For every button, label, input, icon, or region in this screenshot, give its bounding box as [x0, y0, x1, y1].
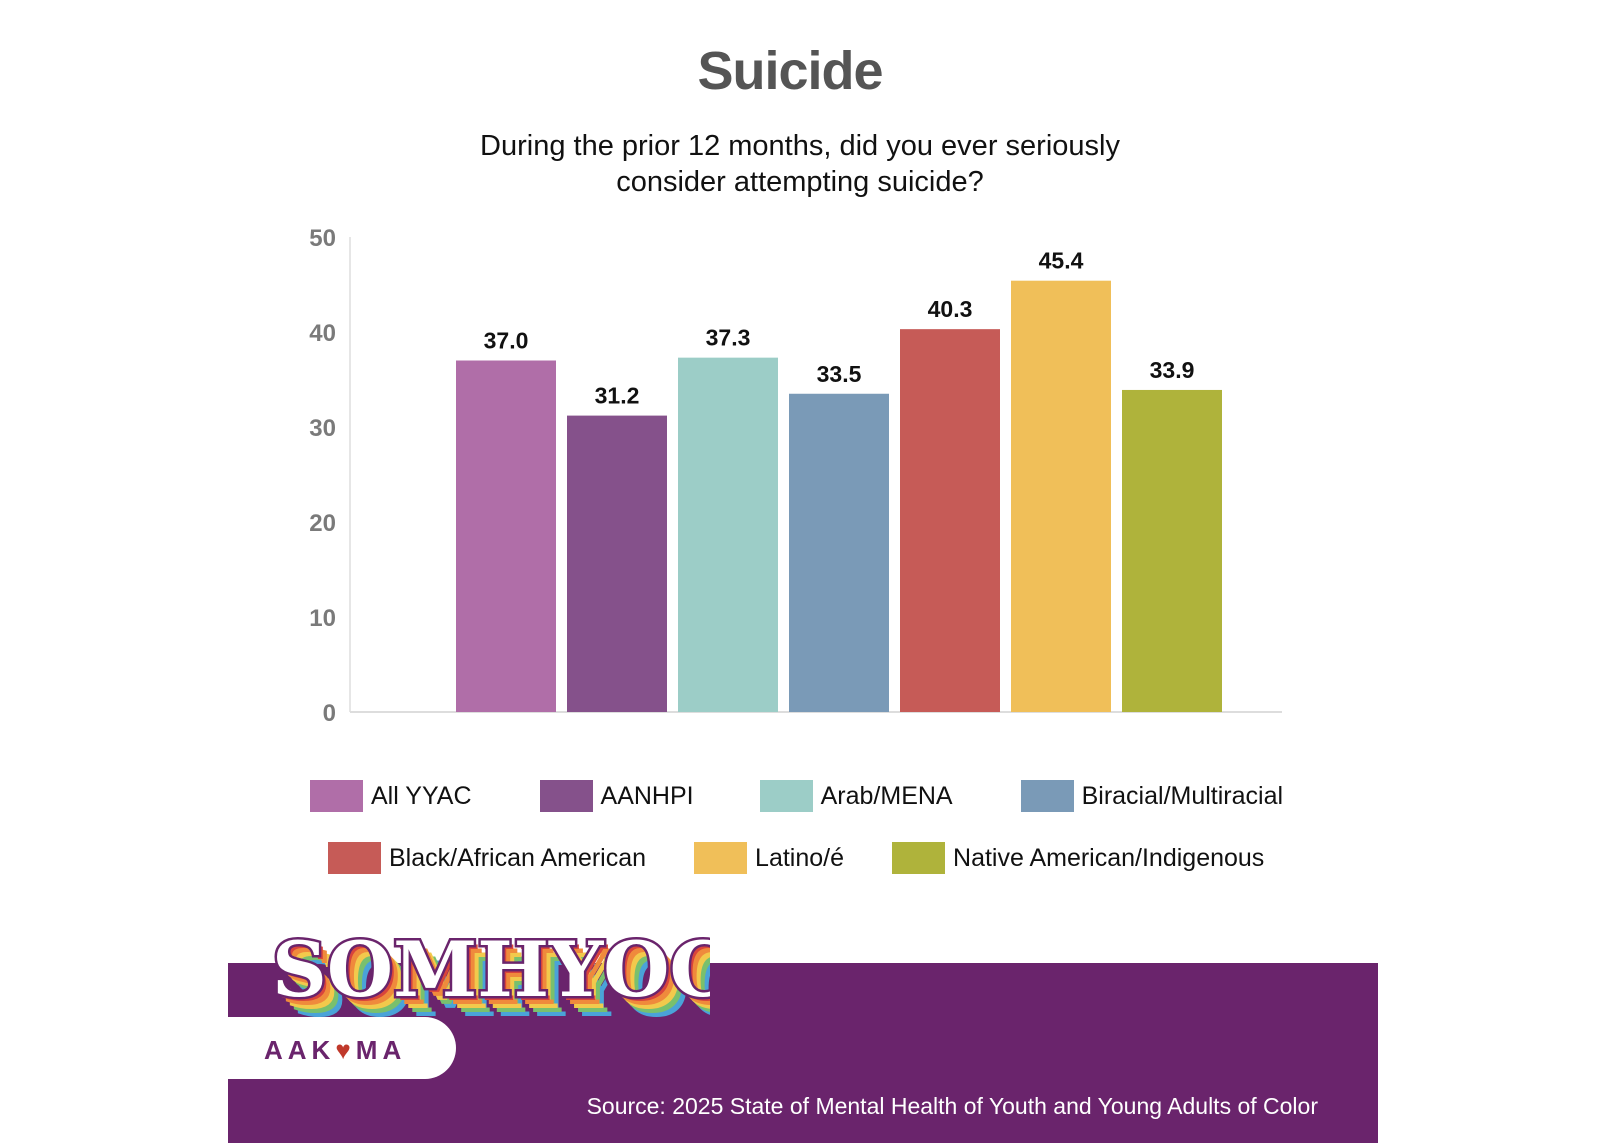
logo-shadow-green: SOMHYOC	[288, 941, 710, 1030]
data-label-2: 37.3	[706, 325, 751, 351]
y-tick-label-2: 20	[309, 510, 336, 537]
legend-label-5: Latino/é	[755, 843, 845, 872]
logo-shadow-red: SOMHYOC	[276, 929, 710, 1018]
legend-label-2: Arab/MENA	[820, 781, 953, 810]
data-label-3: 33.5	[817, 361, 862, 387]
aakoma-text-start: AAK	[264, 1035, 336, 1065]
legend-row-1: All YYAC AANHPI Arab/MENA Biracial/Multirac…	[310, 780, 1283, 812]
chart-subtitle-line-1: During the prior 12 months, did you ever…	[480, 130, 1120, 162]
bar-5	[1011, 280, 1111, 712]
legend-swatch-2	[759, 780, 813, 812]
bar-2	[678, 357, 778, 712]
legend-swatch-5	[694, 842, 748, 874]
legend-label-0: All YYAC	[371, 781, 472, 810]
logo-shadow-blue: SOMHYOC	[292, 945, 710, 1034]
legend-label-6: Native American/Indigenous	[953, 843, 1265, 872]
y-tick-label-3: 30	[309, 415, 336, 442]
bar-4	[900, 329, 1000, 712]
data-label-5: 45.4	[1039, 248, 1084, 274]
legend-item-4: Black/African American	[328, 842, 646, 874]
legend-item-3: Biracial/Multiracial	[1020, 780, 1284, 812]
legend-swatch-0	[310, 780, 363, 812]
bar-1	[567, 415, 667, 712]
legend-label-1: AANHPI	[600, 781, 694, 810]
legend-item-0: All YYAC	[310, 780, 472, 812]
legend-swatch-4	[328, 842, 381, 874]
logo-shadow-yellow: SOMHYOC	[284, 937, 710, 1026]
legend-swatch-3	[1020, 780, 1074, 812]
somhyoc-logo: SOMHYOC SOMHYOC SOMHYOC SOMHYOC SOMHYOC …	[270, 923, 710, 1035]
legend-label-3: Biracial/Multiracial	[1081, 781, 1284, 810]
source-note: Source: 2025 State of Mental Health of Y…	[586, 1093, 1318, 1119]
data-label-4: 40.3	[928, 296, 973, 322]
data-label-6: 33.9	[1150, 357, 1195, 383]
logo-shadow-orange: SOMHYOC	[280, 933, 710, 1022]
legend-swatch-6	[892, 842, 946, 874]
bar-6	[1122, 389, 1222, 712]
y-tick-label-0: 0	[323, 700, 336, 727]
bar-chart-plot: 0 10 20 30 40 50 37.0 31.2 37.3 33.5 40.3 45.4 33.9	[309, 225, 1282, 727]
legend-swatch-1	[539, 780, 593, 812]
legend-item-1: AANHPI	[539, 780, 694, 812]
legend-label-4: Black/African American	[389, 843, 647, 872]
y-tick-label-4: 40	[309, 320, 336, 347]
bar-3	[789, 393, 889, 712]
chart-subtitle: During the prior 12 months, did you ever…	[0, 128, 1600, 200]
aakoma-logo: AAK♥MA	[264, 1035, 406, 1066]
y-tick-label-5: 50	[309, 225, 336, 252]
logo-main-text: SOMHYOC	[272, 925, 710, 1014]
data-label-0: 37.0	[484, 328, 529, 354]
bar-0	[456, 360, 556, 712]
logo-plate	[228, 1017, 456, 1079]
legend-item-2: Arab/MENA	[759, 780, 953, 812]
legend-row-2: Black/African American Latino/é Native Ame…	[328, 842, 1264, 874]
legend-item-6: Native American/Indigenous	[892, 842, 1264, 874]
chart-title: Suicide	[697, 41, 883, 101]
aakoma-text-end: MA	[355, 1035, 407, 1065]
data-label-1: 31.2	[595, 383, 640, 409]
heart-icon: ♥	[335, 1035, 356, 1065]
legend-item-5: Latino/é	[694, 842, 844, 874]
y-tick-label-1: 10	[309, 605, 336, 632]
chart-subtitle-line-2: consider attempting suicide?	[616, 166, 984, 198]
